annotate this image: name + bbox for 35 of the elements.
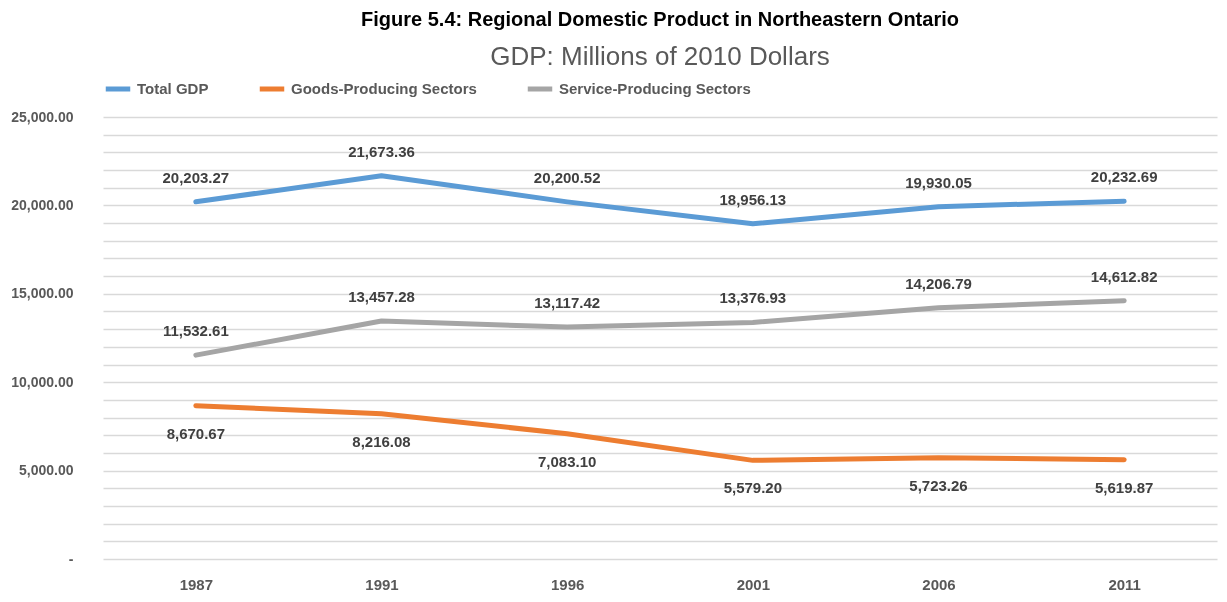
data-label: 19,930.05: [905, 173, 972, 191]
x-tick-label: 2001: [736, 575, 771, 593]
y-tick-label: 15,000.00: [11, 285, 74, 302]
data-label: 8,216.08: [352, 432, 411, 450]
y-tick-label: 5,000.00: [19, 462, 74, 479]
data-label: 20,200.52: [533, 168, 601, 186]
chart-subtitle: GDP: Millions of 2010 Dollars: [490, 41, 830, 71]
data-label: 7,083.10: [537, 452, 597, 470]
x-tick-label: 2011: [1108, 575, 1141, 593]
data-label: 5,619.87: [1094, 478, 1154, 496]
data-label: 14,206.79: [905, 274, 972, 292]
data-label: 21,673.36: [348, 142, 415, 160]
y-tick-label: 10,000.00: [11, 373, 74, 390]
legend-label: Service-Producing Sectors: [559, 80, 751, 97]
data-label: 8,670.67: [166, 424, 226, 442]
y-tick-label: 25,000.00: [11, 108, 74, 125]
data-label: 11,532.61: [162, 322, 229, 340]
data-label: 20,232.69: [1090, 168, 1158, 186]
data-label: 13,457.28: [348, 288, 415, 306]
data-label: 13,117.42: [534, 294, 601, 312]
legend-label: Goods-Producing Sectors: [291, 80, 477, 97]
legend-label: Total GDP: [137, 80, 209, 97]
x-tick-label: 1996: [550, 575, 585, 593]
x-tick-label: 1987: [179, 575, 214, 593]
data-label: 14,612.82: [1090, 267, 1158, 285]
data-label: 5,579.20: [723, 479, 783, 497]
x-tick-label: 2006: [922, 575, 956, 593]
chart-title: Figure 5.4: Regional Domestic Product in Northeastern Ontario: [361, 8, 959, 30]
data-label: 13,376.93: [719, 289, 787, 307]
y-tick-label: -: [68, 550, 74, 567]
data-label: 20,203.27: [162, 168, 230, 186]
y-tick-label: 20,000.00: [11, 196, 74, 213]
data-label: 5,723.26: [909, 476, 968, 494]
x-tick-label: 1991: [365, 575, 399, 593]
data-label: 18,956.13: [719, 190, 787, 208]
